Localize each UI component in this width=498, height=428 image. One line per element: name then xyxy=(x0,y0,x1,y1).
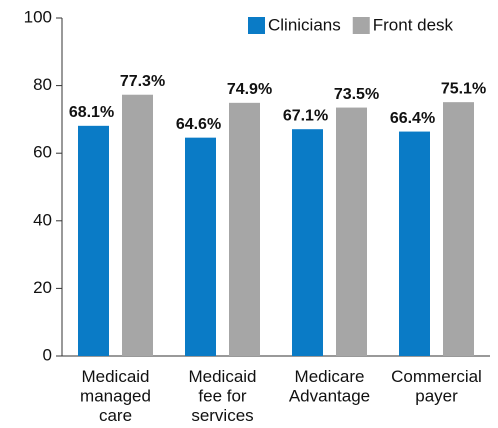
x-tick-label: Commercial payer xyxy=(391,367,482,406)
y-tick-label: 100 xyxy=(24,7,52,26)
legend-swatch xyxy=(352,17,370,34)
y-tick-label: 60 xyxy=(33,143,52,162)
legend-label: Front desk xyxy=(373,15,454,34)
value-label: 64.6% xyxy=(176,116,221,133)
bar xyxy=(229,102,260,356)
value-label: 73.5% xyxy=(334,86,379,103)
bar xyxy=(122,94,153,356)
y-tick-label: 80 xyxy=(33,75,52,94)
value-label: 68.1% xyxy=(69,104,114,121)
y-tick-label: 20 xyxy=(33,278,52,297)
bar xyxy=(399,131,430,356)
bar xyxy=(336,107,367,356)
bar xyxy=(78,125,109,357)
value-label: 77.3% xyxy=(120,73,165,90)
value-label: 74.9% xyxy=(227,81,272,98)
x-tick-label: Medicare Advantage xyxy=(289,367,370,406)
legend-label: Clinicians xyxy=(268,15,341,34)
value-label: 67.1% xyxy=(283,107,328,124)
bar xyxy=(185,137,216,356)
x-tick-label: Medicaid managed care xyxy=(80,367,151,425)
value-label: 75.1% xyxy=(441,80,486,97)
legend-swatch xyxy=(248,17,265,34)
y-tick-label: 0 xyxy=(43,345,52,364)
x-tick-label: Medicaid fee for services xyxy=(188,367,256,425)
bar xyxy=(292,129,323,356)
bar xyxy=(443,102,474,356)
value-label: 66.4% xyxy=(390,110,435,127)
y-tick-label: 40 xyxy=(33,210,52,229)
